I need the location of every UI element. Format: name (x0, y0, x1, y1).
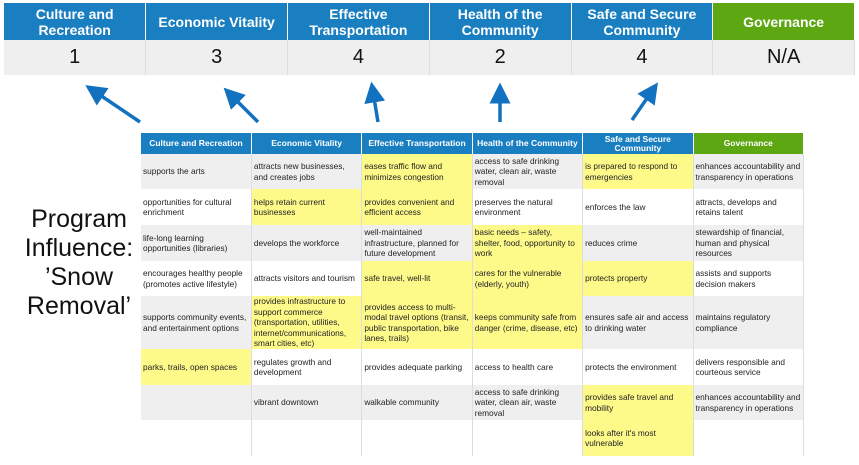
table-cell: ensures safe air and access to drinking … (582, 296, 694, 349)
table-cell: keeps community safe from danger (crime,… (472, 296, 584, 349)
table-cell: looks after it's most vulnerable (582, 420, 694, 456)
score-header: Economic Vitality (145, 3, 288, 40)
table-cell: assists and supports decision makers (693, 261, 805, 296)
table-cell: safe travel, well-lit (361, 261, 473, 296)
table-cell: attracts, develops and retains talent (693, 189, 805, 225)
table-cell: protects property (582, 261, 694, 296)
table-row: looks after it's most vulnerable (141, 420, 805, 456)
score-header: Health of the Community (429, 3, 572, 40)
label-line: Removal’ (26, 292, 132, 320)
table-cell: opportunities for cultural enrichment (141, 189, 252, 225)
table-cell: protects the environment (582, 349, 694, 385)
table-cell: provides adequate parking (361, 349, 473, 385)
column-header: Effective Transportation (361, 133, 473, 154)
table-cell (141, 420, 252, 456)
table-cell: delivers responsible and courteous servi… (693, 349, 805, 385)
table-cell: supports the arts (141, 154, 252, 189)
table-cell (693, 420, 805, 456)
table-cell: access to health care (472, 349, 584, 385)
label-line: ’Snow (44, 263, 114, 291)
table-cell (251, 420, 363, 456)
table-cell: preserves the natural environment (472, 189, 584, 225)
label-line: Influence: (24, 234, 134, 262)
label-line: Program (31, 205, 127, 233)
score-value: 1 (4, 40, 147, 75)
arrow-icon (85, 85, 141, 124)
table-cell: develops the workforce (251, 225, 363, 261)
column-header: Culture and Recreation (141, 133, 252, 154)
arrow-icon (630, 82, 658, 121)
table-cell: parks, trails, open spaces (141, 349, 252, 385)
column-header: Health of the Community (472, 133, 584, 154)
table-row: life-long learning opportunities (librar… (141, 225, 805, 261)
criteria-table: Culture and Recreation Economic Vitality E… (141, 133, 805, 456)
table-cell: enforces the law (582, 189, 694, 225)
table-row: vibrant downtown walkable community access… (141, 385, 805, 420)
table-cell: helps retain current businesses (251, 189, 363, 225)
table-row: supports community events, and entertain… (141, 296, 805, 349)
table-row: opportunities for cultural enrichment hel… (141, 189, 805, 225)
table-cell: access to safe drinking water, clean air… (472, 154, 584, 189)
table-cell: provides safe travel and mobility (582, 385, 694, 420)
score-value: N/A (712, 40, 855, 75)
table-cell: eases traffic flow and minimizes congest… (361, 154, 473, 189)
table-cell: attracts visitors and tourism (251, 261, 363, 296)
table-cell: reduces crime (582, 225, 694, 261)
table-cell: is prepared to respond to emergencies (582, 154, 694, 189)
score-value: 4 (571, 40, 714, 75)
score-value: 4 (287, 40, 430, 75)
table-cell (472, 420, 584, 456)
table-cell (141, 385, 252, 420)
table-cell: well-maintained infrastructure, planned … (361, 225, 473, 261)
table-cell: enhances accountability and transparency… (693, 385, 805, 420)
table-cell: provides access to multi-modal travel op… (361, 296, 473, 349)
table-cell: walkable community (361, 385, 473, 420)
table-row: parks, trails, open spaces regulates grow… (141, 349, 805, 385)
table-cell: stewardship of financial, human and phys… (693, 225, 805, 261)
score-header: Safe and Secure Community (571, 3, 714, 40)
column-header: Economic Vitality (251, 133, 363, 154)
table-cell: life-long learning opportunities (librar… (141, 225, 252, 261)
table-cell: access to safe drinking water, clean air… (472, 385, 584, 420)
score-header: Culture and Recreation (4, 3, 147, 40)
column-header: Governance (693, 133, 805, 154)
table-cell: attracts new businesses, and creates job… (251, 154, 363, 189)
table-cell: encourages healthy people (promotes acti… (141, 261, 252, 296)
table-cell: supports community events, and entertain… (141, 296, 252, 349)
score-value: 2 (429, 40, 572, 75)
score-value: 3 (145, 40, 288, 75)
table-row: supports the arts attracts new businesses… (141, 154, 805, 189)
table-cell (361, 420, 473, 456)
program-influence-label: Program Influence: ’Snow Removal’ (14, 205, 144, 321)
table-cell: maintains regulatory compliance (693, 296, 805, 349)
score-header: Effective Transportation (287, 3, 430, 40)
score-header: Governance (712, 3, 855, 40)
score-table: Culture and Recreation Economic Vitality E… (4, 3, 855, 75)
table-cell: cares for the vulnerable (elderly, youth… (472, 261, 584, 296)
table-row: encourages healthy people (promotes acti… (141, 261, 805, 296)
column-header: Safe and Secure Community (582, 133, 694, 154)
table-cell: provides infrastructure to support comme… (251, 296, 363, 349)
table-cell: enhances accountability and transparency… (693, 154, 805, 189)
table-cell: basic needs – safety, shelter, food, opp… (472, 225, 584, 261)
arrow-icon (223, 87, 260, 124)
table-cell: regulates growth and development (251, 349, 363, 385)
arrow-icon (364, 81, 386, 123)
table-cell: provides convenient and efficient access (361, 189, 473, 225)
table-cell: vibrant downtown (251, 385, 363, 420)
